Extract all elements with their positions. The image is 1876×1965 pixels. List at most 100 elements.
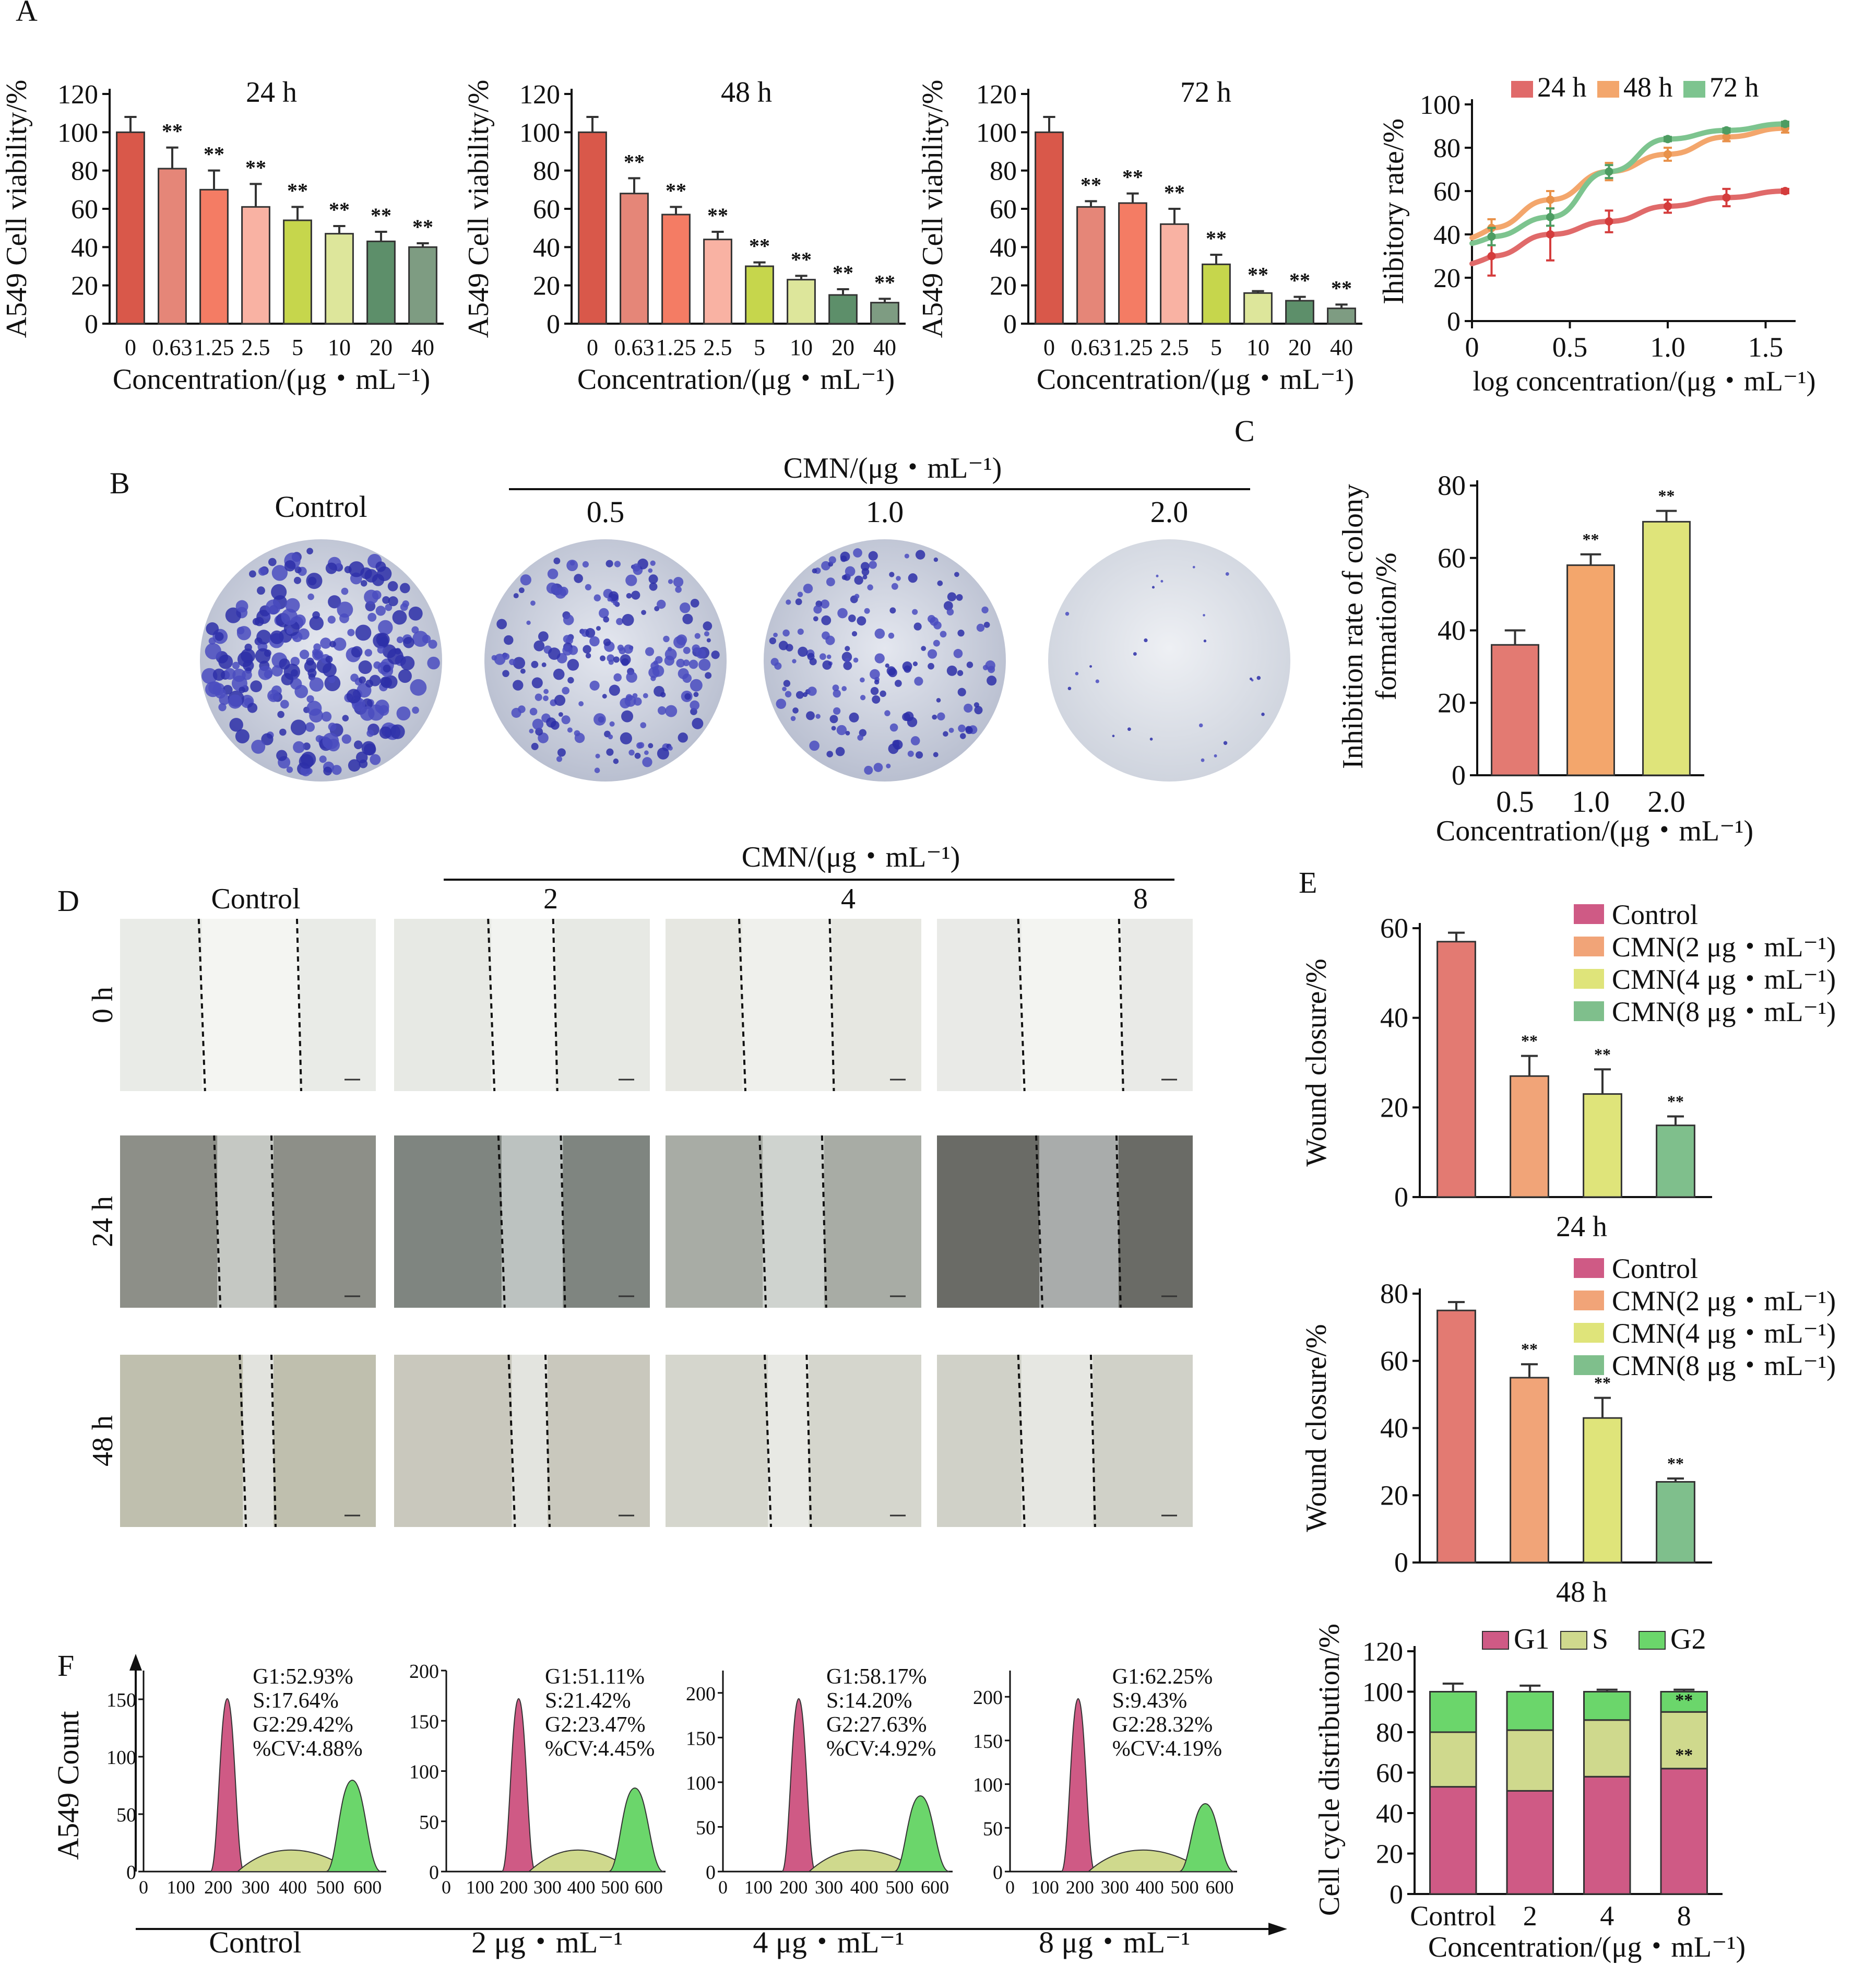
- wound-edge-line: [197, 918, 206, 1092]
- x-tick-label: 300: [242, 1877, 270, 1898]
- significance-mark: **: [204, 143, 224, 166]
- stacked-bar-segment: [1506, 1790, 1554, 1895]
- panel-label-A: A: [16, 0, 38, 28]
- significance-mark: **: [1675, 1745, 1693, 1765]
- legend-label: CMN(4 μg・mL⁻¹): [1612, 1318, 1836, 1349]
- colony-dot: [867, 584, 873, 590]
- colony-dot: [547, 569, 559, 579]
- colony-dot: [642, 757, 652, 767]
- colony-dot: [328, 676, 336, 683]
- colony-dot: [329, 641, 336, 648]
- significance-mark: **: [624, 150, 645, 173]
- colony-dot: [904, 665, 911, 673]
- y-tick-label: 60: [1380, 913, 1408, 944]
- colony-dot: [974, 706, 983, 715]
- colony-dot: [663, 635, 670, 643]
- panel-label-E: E: [1299, 866, 1317, 899]
- colony-dot: [400, 656, 415, 671]
- colony-dot: [264, 670, 273, 679]
- y-axis-label: A549 Cell viability/%: [917, 80, 949, 338]
- colony-dot: [548, 647, 561, 660]
- y-tick-label: 150: [686, 1727, 716, 1749]
- x-tick-label: 0.63: [614, 335, 655, 360]
- colony-dot: [864, 765, 873, 775]
- colony-dot: [509, 658, 516, 666]
- colony-dot: [553, 558, 561, 564]
- significance-mark: **: [1248, 263, 1268, 287]
- bar: [1285, 300, 1314, 325]
- y-tick-label: 0: [1447, 307, 1461, 337]
- colony-dot: [809, 740, 820, 751]
- colony-dot: [634, 752, 641, 759]
- wound-gap: [763, 1135, 824, 1308]
- wound-edge-line: [239, 1354, 247, 1528]
- y-tick-label: 0: [1390, 1880, 1403, 1910]
- bar: [1243, 292, 1273, 325]
- significance-mark: **: [1521, 1340, 1538, 1358]
- data-point: [1781, 187, 1789, 195]
- significance-mark: **: [1122, 165, 1143, 189]
- x-tick-label: 0: [587, 335, 598, 360]
- y-tick-label: 60: [1380, 1345, 1408, 1377]
- colony-dot: [595, 753, 600, 759]
- colony-dot: [820, 653, 826, 660]
- significance-mark: **: [371, 204, 391, 227]
- colony-dot: [513, 680, 524, 691]
- colony-dot: [648, 743, 654, 749]
- colony-dot: [325, 562, 337, 574]
- stacked-bar-segment: [1429, 1691, 1477, 1733]
- colony-dot: [279, 658, 290, 670]
- bar: [620, 193, 649, 325]
- colony-dot: [327, 615, 336, 624]
- stacked-bar-segment: [1506, 1729, 1554, 1792]
- colony-dot: [553, 668, 565, 680]
- colony-dot: [323, 766, 333, 776]
- g1-peak: [781, 1698, 816, 1872]
- legend-label: 72 h: [1709, 72, 1759, 103]
- wound-edge-line: [738, 918, 746, 1092]
- stacked-bar-segment: [1583, 1775, 1631, 1895]
- colony-dot: [532, 718, 544, 730]
- colony-dot: [885, 663, 889, 668]
- y-tick-label: 0: [1003, 310, 1017, 339]
- wound-gap: [243, 1355, 274, 1527]
- colony-dot: [574, 574, 583, 583]
- colony-dot: [342, 715, 349, 722]
- x-tick-label: 5: [754, 335, 765, 360]
- colony-dot: [608, 734, 613, 740]
- colony-dot: [531, 677, 543, 689]
- colony-dot: [348, 759, 361, 772]
- wound-edge-line: [213, 1135, 222, 1308]
- colony-dot: [841, 575, 847, 580]
- colony-dot: [265, 599, 281, 615]
- significance-mark: **: [1331, 276, 1352, 300]
- colony-dot: [948, 727, 954, 733]
- wound-column-label: 2: [543, 883, 558, 915]
- colony-dot: [822, 631, 830, 640]
- significance-mark: **: [1594, 1374, 1611, 1392]
- legend-label: CMN(4 μg・mL⁻¹): [1612, 964, 1836, 995]
- wound-gap: [491, 919, 555, 1091]
- colony-dot: [837, 608, 848, 619]
- colony-dot: [1214, 754, 1217, 757]
- colony-dot: [562, 686, 569, 695]
- colony-dot: [864, 608, 870, 614]
- bar: [1202, 263, 1231, 325]
- significance-mark: **: [1658, 487, 1675, 505]
- colony-dot: [337, 601, 353, 618]
- colony-dot: [201, 668, 218, 684]
- colony-dot: [347, 629, 355, 636]
- stacked-bar-segment: [1583, 1719, 1631, 1778]
- colony-dot: [891, 583, 898, 590]
- colony-dot: [832, 684, 839, 691]
- cell-cycle-stat: G1:62.25%: [1112, 1665, 1213, 1689]
- treatment-label: Control: [209, 1925, 301, 1959]
- colony-dot: [873, 763, 883, 772]
- colony-dot: [770, 658, 779, 666]
- wound-edge-line: [487, 918, 496, 1092]
- y-tick-label: 80: [1376, 1718, 1403, 1748]
- data-point: [1605, 217, 1613, 226]
- colony-dot: [361, 741, 376, 755]
